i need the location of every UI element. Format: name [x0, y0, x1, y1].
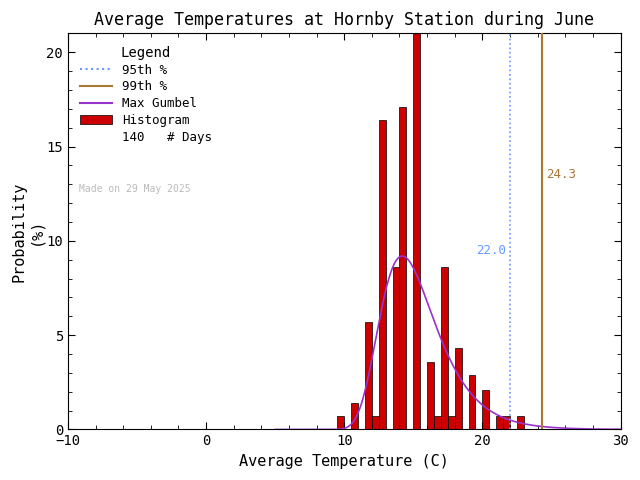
Bar: [441, 267, 448, 430]
Bar: [337, 416, 344, 430]
Bar: [379, 120, 386, 430]
Bar: [503, 416, 510, 430]
Text: 22.0: 22.0: [476, 244, 506, 257]
Text: 24.3: 24.3: [546, 168, 576, 181]
Bar: [455, 348, 461, 430]
Bar: [448, 416, 455, 430]
Bar: [413, 26, 420, 430]
Title: Average Temperatures at Hornby Station during June: Average Temperatures at Hornby Station d…: [94, 11, 594, 29]
Bar: [427, 361, 434, 430]
X-axis label: Average Temperature (C): Average Temperature (C): [239, 454, 449, 469]
Legend: 95th %, 99th %, Max Gumbel, Histogram, 140   # Days: 95th %, 99th %, Max Gumbel, Histogram, 1…: [74, 40, 218, 150]
Bar: [399, 107, 406, 430]
Bar: [483, 390, 489, 430]
Bar: [392, 267, 399, 430]
Bar: [372, 416, 379, 430]
Bar: [434, 416, 441, 430]
Bar: [468, 375, 476, 430]
Bar: [517, 416, 524, 430]
Bar: [496, 416, 503, 430]
Text: Made on 29 May 2025: Made on 29 May 2025: [79, 184, 191, 194]
Bar: [351, 403, 358, 430]
Bar: [365, 322, 372, 430]
Y-axis label: Probability
(%): Probability (%): [11, 181, 44, 282]
